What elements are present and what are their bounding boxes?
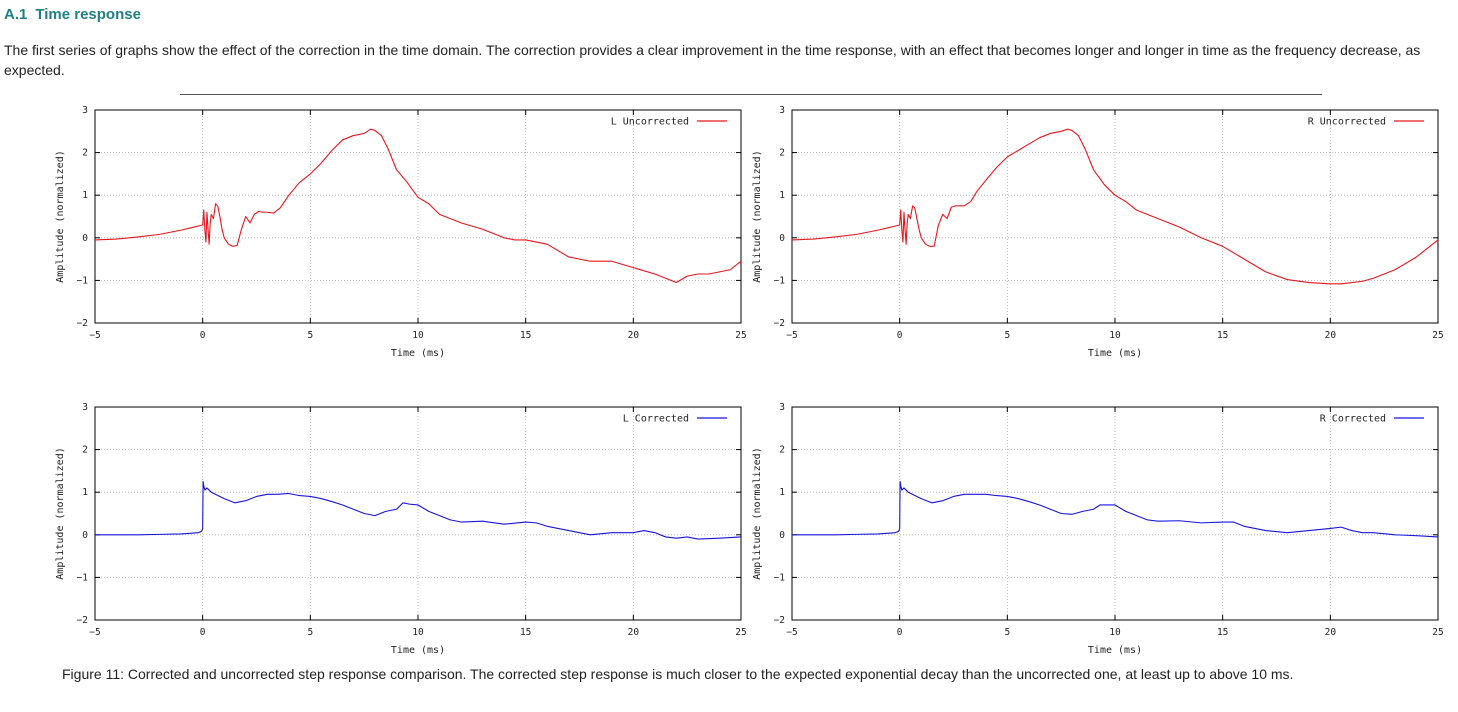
x-tick-label: 5 bbox=[307, 330, 313, 341]
x-axis-label: Time (ms) bbox=[1088, 348, 1142, 359]
section-title: Time response bbox=[35, 6, 141, 23]
y-tick-label: 1 bbox=[82, 190, 88, 201]
x-tick-label: 0 bbox=[200, 330, 206, 341]
y-tick-label: 0 bbox=[82, 530, 88, 541]
x-tick-label: −5 bbox=[89, 627, 100, 638]
series-line bbox=[792, 481, 1439, 538]
y-tick-label: −2 bbox=[774, 318, 785, 329]
figure-caption: Figure 11: Corrected and uncorrected ste… bbox=[62, 666, 1294, 682]
legend-label: R Corrected bbox=[1320, 414, 1386, 425]
x-tick-label: 25 bbox=[735, 627, 746, 638]
y-tick-label: 0 bbox=[779, 530, 785, 541]
series-line bbox=[94, 128, 742, 284]
y-tick-label: 2 bbox=[82, 148, 88, 159]
legend-label: L Corrected bbox=[623, 414, 689, 425]
x-axis-label: Time (ms) bbox=[1088, 645, 1142, 656]
plot-frame bbox=[94, 109, 742, 324]
x-tick-label: 20 bbox=[1325, 330, 1337, 341]
y-axis-label: Amplitude (normalized) bbox=[55, 447, 66, 579]
x-tick-label: 10 bbox=[412, 627, 424, 638]
y-tick-label: −1 bbox=[774, 572, 786, 583]
y-tick-label: 3 bbox=[779, 402, 785, 413]
x-tick-label: 15 bbox=[520, 330, 531, 341]
x-tick-label: 20 bbox=[1325, 627, 1337, 638]
x-axis-label: Time (ms) bbox=[391, 645, 445, 656]
legend-label: R Uncorrected bbox=[1308, 117, 1386, 128]
x-tick-label: 15 bbox=[1217, 330, 1228, 341]
y-tick-label: 1 bbox=[82, 487, 88, 498]
y-tick-label: 3 bbox=[82, 105, 88, 116]
series-line bbox=[95, 481, 742, 540]
x-tick-label: 25 bbox=[1432, 330, 1443, 341]
series-line bbox=[791, 128, 1439, 285]
x-tick-label: 5 bbox=[1004, 330, 1010, 341]
plot-frame bbox=[791, 109, 1439, 324]
y-tick-label: 1 bbox=[779, 190, 785, 201]
horizontal-rule bbox=[180, 94, 1322, 95]
y-tick-label: −2 bbox=[77, 318, 88, 329]
chart-panel-4: −5 0 5 10 15 20 25 −2 −1 0 1 2 3 Time (ms) Amplitude (… bbox=[752, 402, 1444, 656]
section-heading: A.1 Time response bbox=[4, 6, 141, 23]
y-tick-label: 2 bbox=[82, 445, 88, 456]
legend-label: L Uncorrected bbox=[611, 117, 689, 128]
chart-panel-1: −5 0 5 10 15 20 25 −2 −1 0 1 2 3 Time (ms) Amplitude (… bbox=[55, 105, 747, 359]
x-tick-label: 25 bbox=[1432, 627, 1443, 638]
y-tick-label: 0 bbox=[82, 233, 88, 244]
y-tick-label: 2 bbox=[779, 445, 785, 456]
y-axis-label: Amplitude (normalized) bbox=[752, 447, 763, 579]
x-tick-label: 0 bbox=[897, 627, 903, 638]
y-tick-label: −1 bbox=[77, 572, 89, 583]
x-tick-label: 15 bbox=[1217, 627, 1228, 638]
plot-frame bbox=[94, 406, 742, 621]
x-tick-label: 10 bbox=[1109, 627, 1121, 638]
x-tick-label: −5 bbox=[89, 330, 100, 341]
x-tick-label: −5 bbox=[786, 627, 797, 638]
section-number: A.1 bbox=[4, 6, 28, 23]
chart-panel-3: −5 0 5 10 15 20 25 −2 −1 0 1 2 3 Time (ms) Amplitude (… bbox=[55, 402, 747, 656]
plot-frame bbox=[791, 406, 1439, 621]
y-tick-label: 3 bbox=[82, 402, 88, 413]
x-tick-label: 20 bbox=[628, 330, 640, 341]
x-tick-label: 25 bbox=[735, 330, 746, 341]
intro-paragraph: The first series of graphs show the effe… bbox=[4, 42, 1421, 78]
x-tick-label: 10 bbox=[1109, 330, 1121, 341]
y-axis-label: Amplitude (normalized) bbox=[752, 150, 763, 282]
x-tick-label: 20 bbox=[628, 627, 640, 638]
y-tick-label: 0 bbox=[779, 233, 785, 244]
x-tick-label: 0 bbox=[200, 627, 206, 638]
x-tick-label: 15 bbox=[520, 627, 531, 638]
y-axis-label: Amplitude (normalized) bbox=[55, 150, 66, 282]
y-tick-label: 1 bbox=[779, 487, 785, 498]
x-tick-label: 5 bbox=[307, 627, 313, 638]
y-tick-label: −2 bbox=[77, 615, 88, 626]
y-tick-label: 3 bbox=[779, 105, 785, 116]
y-tick-label: −1 bbox=[774, 275, 786, 286]
chart-panel-2: −5 0 5 10 15 20 25 −2 −1 0 1 2 3 Time (ms) Amplitude (… bbox=[752, 105, 1444, 359]
x-tick-label: 5 bbox=[1004, 627, 1010, 638]
y-tick-label: −1 bbox=[77, 275, 89, 286]
y-tick-label: 2 bbox=[779, 148, 785, 159]
x-tick-label: −5 bbox=[786, 330, 797, 341]
x-tick-label: 0 bbox=[897, 330, 903, 341]
x-tick-label: 10 bbox=[412, 330, 424, 341]
x-axis-label: Time (ms) bbox=[391, 348, 445, 359]
y-tick-label: −2 bbox=[774, 615, 785, 626]
